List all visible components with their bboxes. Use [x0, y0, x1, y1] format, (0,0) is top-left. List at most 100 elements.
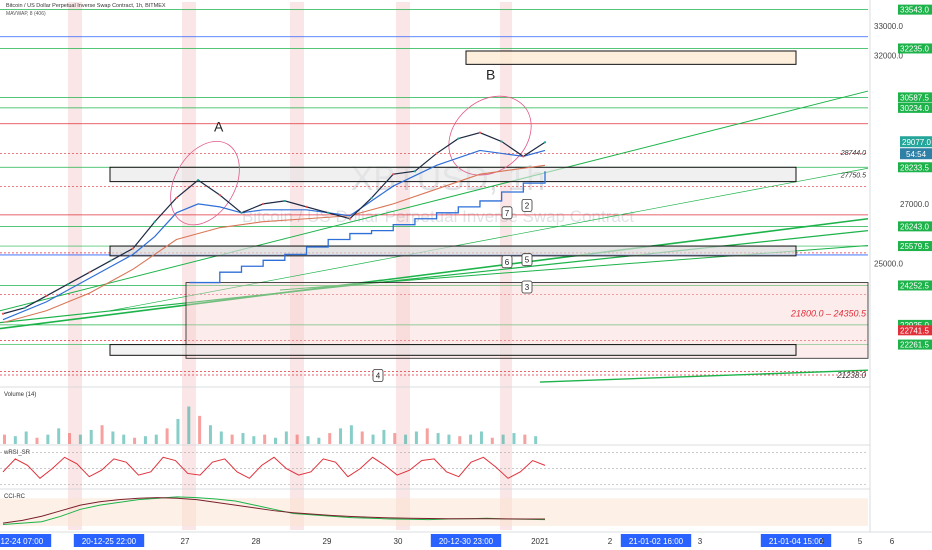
volume-bar: [360, 431, 364, 444]
volume-bar: [154, 434, 158, 444]
trend-line: [109, 167, 869, 312]
time-tick-label: 2: [608, 537, 613, 546]
volume-bar: [501, 434, 505, 444]
price-point: [305, 205, 308, 208]
time-tick-label: 21-01-02 16:00: [629, 537, 684, 546]
price-point: [23, 306, 26, 309]
volume-bar: [133, 437, 137, 444]
annotation: 21238.0: [836, 371, 866, 380]
zones: [109, 50, 869, 359]
price-point: [348, 217, 351, 220]
time-tick-label: 4: [820, 537, 825, 546]
time-tick-label: 20-12-30 23:00: [439, 537, 494, 546]
trend-line: [0, 90, 869, 312]
volume-bar: [263, 434, 267, 444]
time-tick-label: 3: [698, 537, 703, 546]
price-label: 30234.0: [900, 104, 929, 113]
price-label-bg: [898, 280, 932, 291]
session-band: [396, 2, 410, 530]
watermark-description: Bitcoin / US Dollar Perpetual Inverse Sw…: [242, 207, 634, 226]
annotations: A B 28744.0 27750.5 21800.0 – 24350.5 21238.0…: [214, 66, 867, 382]
price-label-bg: [898, 319, 932, 330]
time-tick-bg: [0, 534, 52, 547]
volume-bar: [57, 428, 61, 444]
price-point: [413, 170, 417, 173]
price-label-bg: [898, 339, 932, 350]
cci-band: [0, 498, 868, 526]
time-tick-bg: [430, 534, 502, 547]
wave-box: [372, 369, 384, 382]
wrsi-line: [2, 456, 546, 479]
volume-bar: [13, 436, 17, 444]
cci-title: CCI-RC: [4, 494, 26, 500]
wave-label: 4: [376, 371, 381, 380]
price-point: [283, 199, 286, 203]
price-point: [175, 196, 178, 200]
countdown-label: 54:54: [906, 150, 927, 159]
label-b: B: [486, 66, 495, 82]
wave-label: 7: [505, 209, 510, 218]
volume-bar: [404, 434, 408, 444]
price-point: [45, 294, 48, 298]
session-band: [290, 2, 304, 530]
volume-bar: [523, 434, 527, 444]
price-point: [478, 131, 482, 134]
volume-bar: [176, 419, 180, 444]
wave-box: [501, 206, 513, 220]
current-price-bg: [900, 136, 932, 148]
volume-bar: [328, 433, 332, 444]
volume-bar: [479, 431, 483, 444]
volume-pane: Volume (14)1B: [0, 386, 932, 444]
volume-bar: [425, 428, 429, 444]
price-point: [197, 179, 200, 182]
price-label: 30587.5: [900, 93, 929, 102]
axis-tick-label: 33000.0: [874, 22, 903, 31]
price-label: 25579.5: [900, 242, 929, 251]
price-point: [327, 211, 330, 214]
price-point: [218, 193, 221, 197]
volume-bar: [89, 429, 93, 444]
wave-label: 6: [505, 258, 510, 267]
price-point: [110, 259, 113, 262]
axis-tick-label: 32000.0: [874, 51, 903, 60]
volume-bar: [458, 436, 462, 444]
annotation: 28744.0: [840, 150, 866, 157]
volume-bar: [100, 425, 104, 444]
countdown-bg: [900, 148, 932, 160]
volume-bar: [68, 433, 72, 444]
trend-line: [539, 369, 869, 383]
price-point: [131, 247, 135, 250]
volume-bar: [306, 436, 310, 444]
time-axis[interactable]: 20-12-24 07:00 20-12-25 22:00 27 28 29 30 20-1…: [0, 531, 932, 550]
price-label: 32235.0: [900, 44, 929, 53]
volume-bar: [295, 434, 299, 444]
volume-bar: [382, 429, 386, 444]
price-label: 33543.0: [900, 6, 929, 15]
volume-bar: [122, 434, 126, 444]
volume-bar: [143, 436, 147, 444]
volume-bar: [219, 431, 223, 444]
wave-box: [521, 198, 533, 212]
volume-bar: [198, 415, 202, 444]
price-axis[interactable]: 33000.0 32000.0 25000.0 33543.0 32235.0 30587…: [869, 0, 932, 550]
volume-bar: [46, 434, 50, 444]
red-price-bg: [898, 325, 932, 336]
time-tick-bg: [73, 534, 145, 547]
volume-bar: [349, 425, 353, 444]
price-point: [457, 137, 460, 140]
volume-bar: [241, 433, 245, 444]
time-tick-label: 5: [858, 537, 863, 546]
label-a: A: [214, 119, 224, 135]
price-point: [66, 282, 70, 286]
time-tick-label: 20-12-24 07:00: [0, 537, 44, 546]
price-point: [262, 202, 265, 205]
cci-pane: CCI-RC200.00.0: [0, 488, 932, 531]
resistance-box: [109, 166, 797, 183]
price-line: [2, 132, 546, 315]
price-label-bg: [898, 241, 932, 252]
volume-bar: [165, 428, 169, 444]
annotation: 21800.0 – 24350.5: [790, 309, 867, 319]
volume-bar: [252, 436, 256, 444]
